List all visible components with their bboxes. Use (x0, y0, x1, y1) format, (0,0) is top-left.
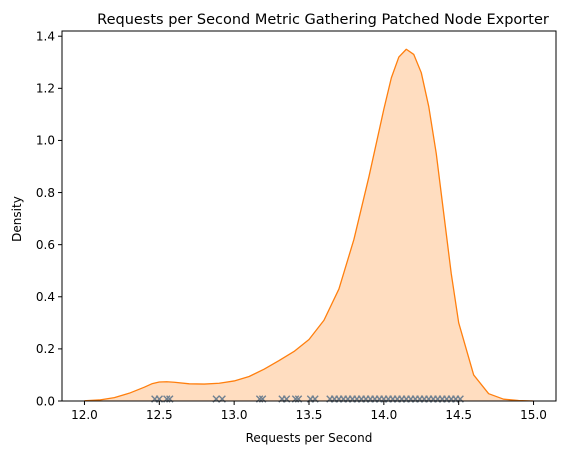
plot-area: 12.0 12.5 13.0 13.5 14.0 14.5 15.0 0.0 0.2 0.4 0.6… (36, 30, 557, 422)
x-tick-label: 13.5 (296, 408, 323, 422)
x-tick-label: 15.0 (520, 408, 547, 422)
x-tick-label: 12.0 (71, 408, 98, 422)
y-tick-label: 0.2 (36, 342, 55, 356)
kde-curve-line (84, 48, 534, 402)
y-tick-label: 0.8 (36, 186, 55, 200)
y-tick-label: 1.2 (36, 82, 55, 96)
y-tick-label: 0.6 (36, 238, 55, 252)
y-axis-label: Density (10, 196, 24, 242)
y-tick-label: 1.0 (36, 134, 55, 148)
chart-title: Requests per Second Metric Gathering Pat… (97, 12, 549, 28)
y-tick-label: 0.0 (36, 394, 55, 408)
x-tick-label: 13.0 (221, 408, 248, 422)
kde-area-fill (84, 49, 534, 402)
y-tick-label: 1.4 (36, 30, 55, 44)
x-tick-label: 14.5 (445, 408, 472, 422)
x-tick-label: 12.5 (146, 408, 173, 422)
y-tick-label: 0.4 (36, 290, 55, 304)
x-axis-label: Requests per Second (246, 431, 373, 445)
x-tick-label: 14.0 (370, 408, 397, 422)
